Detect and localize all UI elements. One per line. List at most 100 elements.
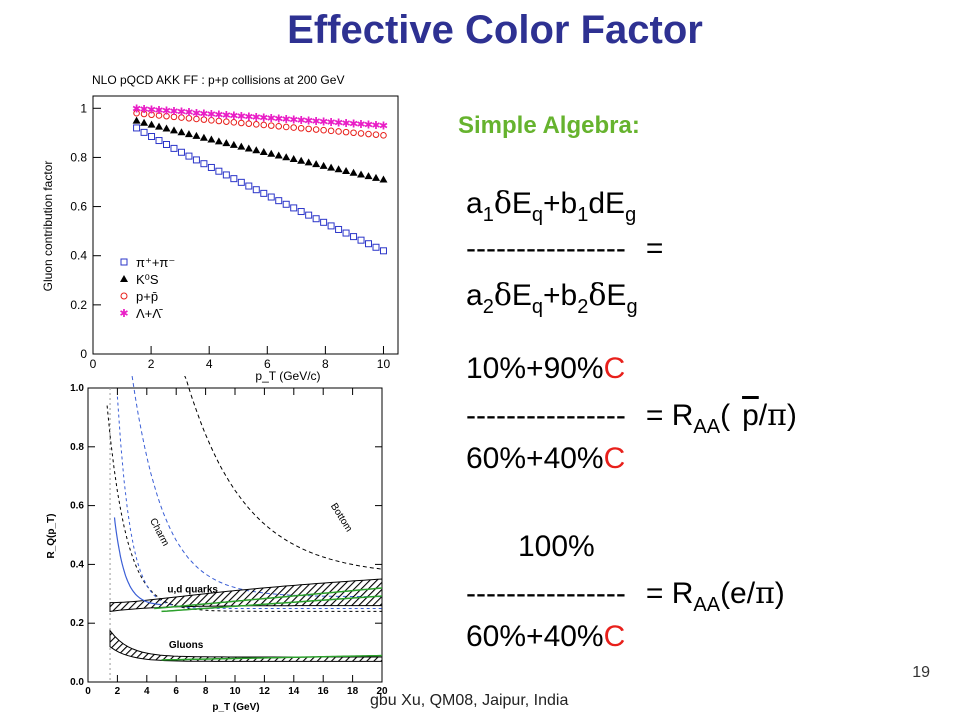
lambda-point: ✱ [341, 118, 350, 130]
pion-point [230, 175, 238, 183]
lambda-point: ✱ [207, 109, 216, 121]
eq1-denominator: a2δEq+b2δEg [466, 278, 638, 318]
footer-text: gbu Xu, QM08, Jaipur, India [370, 692, 569, 709]
legend-label: Λ+Λ̄ [136, 306, 163, 321]
kaon-point [364, 172, 373, 180]
x-tick-label: 8 [322, 357, 329, 371]
kaon-point [342, 167, 351, 175]
pion-point [267, 193, 275, 201]
eq3-denominator: 60%+40%C [466, 620, 626, 653]
legend-marker [120, 292, 128, 300]
proton-point [170, 113, 178, 121]
pion-point [185, 152, 193, 160]
kaon-point [267, 149, 276, 157]
proton-point [208, 117, 215, 124]
kaon-point [371, 173, 380, 181]
x-tick-label: 12 [259, 686, 271, 697]
kaon-point [304, 158, 313, 166]
page-number: 19 [912, 664, 930, 681]
pion-point [245, 182, 253, 190]
proton-point [290, 124, 297, 131]
pion-point [140, 128, 148, 136]
proton-point [140, 110, 148, 118]
proton-point [267, 122, 275, 129]
pion-point [312, 215, 320, 223]
pion-point [260, 189, 268, 197]
pion-point [215, 167, 223, 175]
lambda-point: ✱ [147, 104, 156, 116]
x-tick-label: 0 [85, 686, 91, 697]
proton-point [365, 130, 372, 138]
lambda-point: ✱ [192, 108, 201, 120]
lambda-point: ✱ [274, 113, 283, 125]
pion-point [155, 137, 163, 145]
y-tick-label: 0.2 [70, 618, 84, 629]
kaon-point [184, 130, 193, 138]
quark-green-upper [154, 587, 383, 610]
kaon-point [229, 140, 238, 148]
eq3-numerator: 100% [518, 530, 595, 563]
y-tick-label: 0.8 [70, 150, 87, 164]
pion-point [207, 163, 215, 171]
y-tick-label: 1.0 [70, 383, 84, 394]
pion-point [357, 236, 365, 244]
proton-point [327, 127, 335, 135]
kaon-point [252, 146, 261, 154]
proton-point [133, 109, 140, 117]
legend-marker [120, 258, 128, 266]
kaon-point [274, 151, 283, 159]
pion-point [305, 211, 313, 219]
x-tick-label: 2 [148, 357, 155, 371]
kaon-point [379, 175, 388, 183]
legend-label: π⁺+π⁻ [136, 255, 175, 270]
x-tick-label: 10 [377, 357, 391, 371]
x-tick-label: 16 [318, 686, 330, 697]
proton-point [185, 114, 193, 122]
lambda-point: ✱ [282, 114, 291, 126]
pion-point [192, 156, 200, 164]
proton-point [193, 115, 200, 123]
lambda-point: ✱ [154, 105, 163, 117]
kaon-point [312, 160, 321, 168]
gluon-band [109, 629, 383, 662]
lambda-point: ✱ [319, 116, 328, 128]
pion-point [252, 186, 260, 194]
bottom-curve-blue [131, 376, 382, 598]
eq1-divider: ---------------- = [466, 232, 664, 265]
pion-point [327, 222, 335, 230]
plot-frame [87, 387, 383, 683]
proton-point [282, 123, 290, 131]
lambda-point: ✱ [297, 115, 306, 127]
proton-point [350, 129, 357, 137]
proton-point [223, 118, 230, 125]
y-tick-label: 1 [80, 101, 87, 115]
pion-point [297, 208, 305, 216]
kaon-point [349, 168, 358, 176]
x-tick-label: 6 [173, 686, 179, 697]
lambda-point: ✱ [371, 120, 380, 132]
quark-band [109, 578, 383, 612]
lambda-point: ✱ [169, 106, 178, 118]
x-axis-label: p_T (GeV) [212, 702, 259, 713]
bottom-curve-black [184, 376, 383, 570]
pion-point [170, 144, 178, 152]
kaon-point [282, 153, 291, 161]
pion-point [365, 240, 373, 248]
kaon-point [357, 170, 366, 178]
kaon-point [199, 133, 208, 141]
bottom-label: Bottom [328, 501, 354, 534]
proton-point [305, 125, 312, 133]
proton-point [252, 121, 260, 128]
x-tick-label: 0 [90, 357, 97, 371]
pion-point [133, 124, 141, 132]
pion-point [335, 225, 343, 233]
y-tick-label: 0.4 [70, 249, 87, 263]
kaon-point [162, 124, 171, 132]
y-tick-label: 0.6 [70, 200, 87, 214]
lambda-point: ✱ [214, 109, 223, 121]
subtitle-label: Simple Algebra: [458, 112, 640, 139]
proton-point [372, 131, 380, 138]
pion-point [222, 171, 230, 179]
proton-point [200, 116, 208, 123]
x-tick-label: 4 [144, 686, 150, 697]
